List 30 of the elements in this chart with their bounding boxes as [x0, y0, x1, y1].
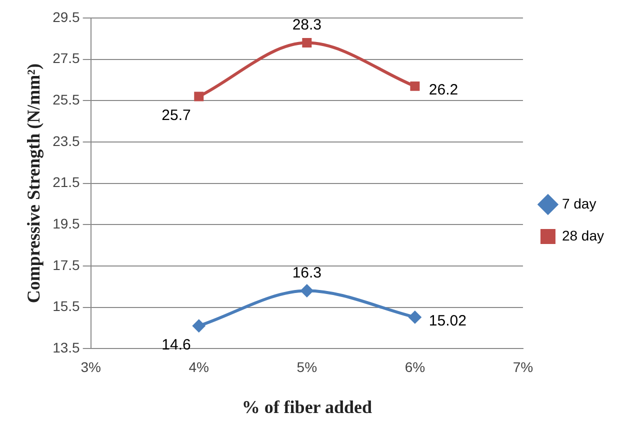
data-label: 28.3: [292, 16, 322, 34]
point: [410, 81, 420, 91]
x-tick-label: 4%: [188, 358, 209, 375]
x-tick-label: 5%: [296, 358, 318, 375]
point: [300, 284, 314, 298]
y-tick-label: 23.5: [52, 132, 80, 149]
legend-label: 7 day: [562, 195, 596, 212]
x-tick-label: 7%: [512, 358, 534, 375]
y-axis-title: Compressive Strength (N/mm²): [23, 63, 44, 304]
y-tick-label: 13.5: [52, 339, 80, 356]
data-label: 14.6: [162, 336, 191, 354]
y-tick-label: 29.5: [52, 8, 80, 25]
point: [408, 310, 422, 324]
y-tick-label: 25.5: [52, 92, 80, 108]
point: [194, 92, 204, 102]
x-tick-label: 3%: [80, 358, 101, 375]
data-label: 15.02: [428, 312, 466, 330]
y-tick-label: 21.5: [52, 174, 80, 190]
data-label: 16.3: [292, 264, 322, 282]
data-label: 25.7: [162, 107, 191, 124]
x-axis-title: % of fiber added: [242, 396, 372, 417]
point: [302, 38, 312, 48]
point: [192, 319, 206, 332]
y-tick-label: 15.5: [52, 298, 80, 314]
y-tick-label: 27.5: [52, 50, 80, 66]
x-tick-label: 6%: [404, 358, 426, 375]
y-tick-label: 19.5: [52, 215, 80, 232]
legend-label: 28 day: [562, 227, 604, 244]
y-tick-label: 17.5: [52, 256, 80, 273]
data-label: 26.2: [428, 81, 458, 98]
